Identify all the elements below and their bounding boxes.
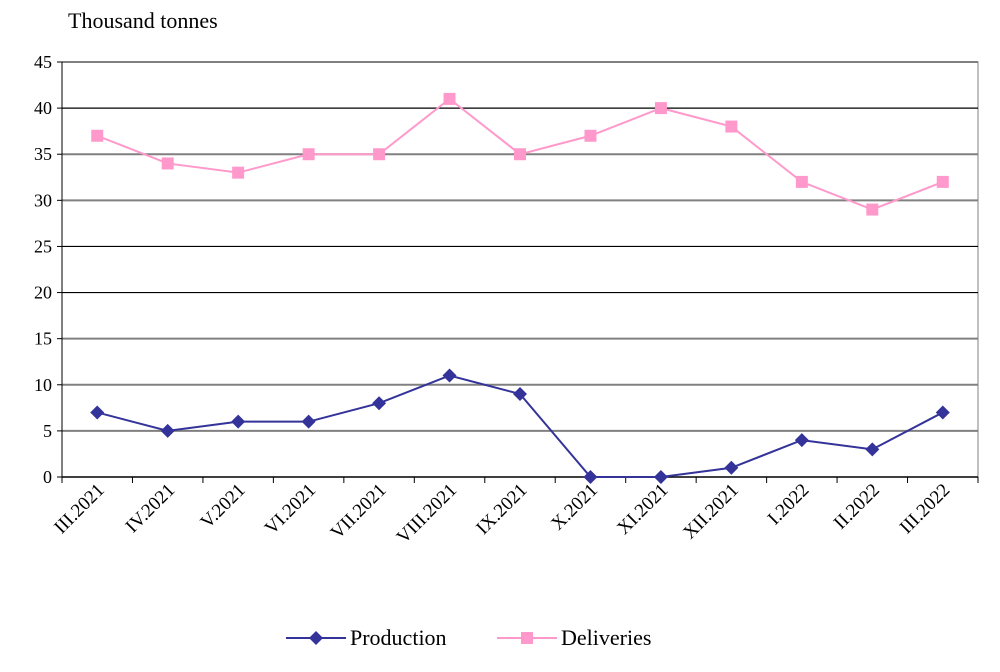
- y-tick-label: 40: [34, 98, 52, 118]
- data-point-deliveries: [161, 157, 174, 170]
- data-point-production: [90, 405, 105, 420]
- y-tick-label: 30: [34, 190, 52, 210]
- x-tick-label: X.2021: [547, 480, 602, 535]
- data-point-deliveries: [936, 175, 949, 188]
- x-tick-label: VII.2021: [327, 480, 391, 544]
- data-point-production: [724, 460, 739, 475]
- data-point-deliveries: [373, 148, 386, 161]
- x-tick-label: III.2022: [896, 480, 955, 539]
- x-tick-label: VI.2021: [261, 480, 320, 539]
- y-tick-label: 15: [34, 329, 52, 349]
- y-tick-label: 10: [34, 375, 52, 395]
- data-point-production: [794, 433, 809, 448]
- data-point-deliveries: [443, 92, 456, 105]
- data-point-production: [935, 405, 950, 420]
- x-tick-label: I.2022: [764, 480, 814, 530]
- data-point-deliveries: [91, 129, 104, 142]
- data-point-deliveries: [232, 166, 245, 179]
- data-point-deliveries: [795, 175, 808, 188]
- y-tick-label: 25: [34, 236, 52, 256]
- y-tick-label: 20: [34, 283, 52, 303]
- data-point-deliveries: [302, 148, 315, 161]
- y-axis-unit-label: Thousand tonnes: [68, 8, 218, 33]
- legend-label-production: Production: [350, 625, 447, 650]
- legend-item-production: Production: [286, 618, 447, 658]
- data-point-deliveries: [514, 148, 526, 161]
- data-point-production: [301, 414, 316, 429]
- legend-marker-production: [286, 631, 346, 645]
- data-point-production: [442, 368, 457, 383]
- data-point-production: [653, 470, 668, 484]
- x-tick-label: V.2021: [197, 480, 250, 533]
- legend-marker-deliveries: [497, 632, 557, 644]
- x-tick-label: IX.2021: [472, 480, 531, 539]
- legend-item-deliveries: Deliveries: [497, 618, 651, 658]
- y-tick-label: 35: [34, 144, 52, 164]
- x-tick-label: VIII.2021: [393, 480, 461, 548]
- legend-label-deliveries: Deliveries: [561, 625, 652, 650]
- data-point-deliveries: [654, 102, 667, 115]
- y-tick-label: 45: [34, 52, 52, 72]
- data-point-production: [160, 423, 175, 438]
- data-point-production: [372, 396, 387, 411]
- x-tick-label: III.2021: [50, 480, 109, 539]
- x-tick-label: IV.2021: [122, 480, 180, 538]
- x-tick-label: XI.2021: [613, 480, 672, 539]
- plot-background: [61, 61, 979, 478]
- data-point-deliveries: [584, 129, 597, 142]
- data-point-production: [513, 387, 527, 401]
- legend: Production Deliveries: [0, 618, 1000, 658]
- data-point-production: [583, 470, 598, 484]
- data-point-production: [231, 414, 246, 429]
- x-tick-label: XII.2021: [679, 480, 743, 544]
- data-point-deliveries: [725, 120, 738, 133]
- y-tick-label: 5: [43, 421, 52, 441]
- y-tick-label: 0: [43, 467, 52, 487]
- data-point-production: [865, 442, 880, 457]
- data-point-deliveries: [866, 203, 879, 216]
- x-tick-label: II.2022: [830, 480, 884, 534]
